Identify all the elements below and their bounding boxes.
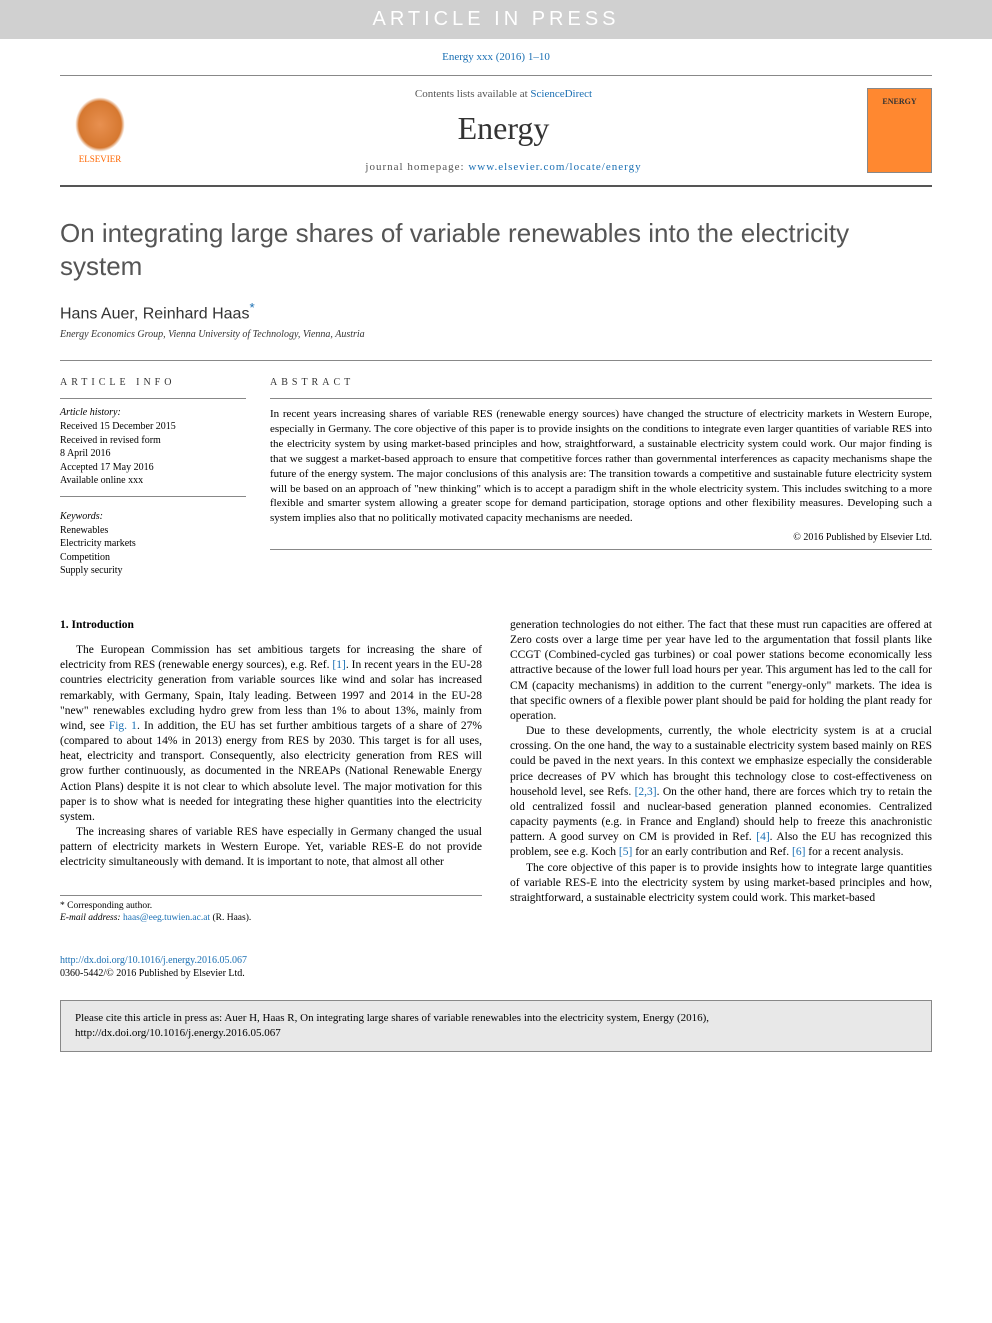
copyright: © 2016 Published by Elsevier Ltd. <box>270 532 932 543</box>
article-title: On integrating large shares of variable … <box>60 217 932 282</box>
section-heading-intro: 1. Introduction <box>60 618 482 633</box>
history-item: Accepted 17 May 2016 <box>60 461 246 475</box>
article-in-press-banner: ARTICLE IN PRESS <box>0 0 992 39</box>
figure-link[interactable]: Fig. 1 <box>109 720 137 732</box>
body-column-left: 1. Introduction The European Commission … <box>60 618 482 924</box>
journal-name: Energy <box>140 110 867 147</box>
ref-link[interactable]: [5] <box>619 846 632 858</box>
body-paragraph: Due to these developments, currently, th… <box>510 724 932 861</box>
authors: Hans Auer, Reinhard Haas <box>60 305 249 322</box>
history-item: Received in revised form <box>60 434 246 448</box>
main-content: On integrating large shares of variable … <box>0 187 992 944</box>
divider <box>60 496 246 497</box>
affiliation: Energy Economics Group, Vienna Universit… <box>60 329 932 340</box>
article-info-heading: ARTICLE INFO <box>60 377 246 388</box>
keyword: Renewables <box>60 524 246 538</box>
corresponding-mark: * <box>249 300 254 315</box>
sciencedirect-link[interactable]: ScienceDirect <box>530 88 592 100</box>
footnote-area: * Corresponding author. E-mail address: … <box>60 895 482 925</box>
ref-link[interactable]: [1] <box>332 659 345 671</box>
authors-line: Hans Auer, Reinhard Haas* <box>60 300 932 323</box>
doi-link[interactable]: http://dx.doi.org/10.1016/j.energy.2016.… <box>60 955 247 966</box>
keyword: Supply security <box>60 564 246 578</box>
ref-link[interactable]: [2,3] <box>635 786 657 798</box>
body-paragraph: The core objective of this paper is to p… <box>510 861 932 907</box>
history-item: 8 April 2016 <box>60 447 246 461</box>
history-item: Available online xxx <box>60 474 246 488</box>
keywords-label: Keywords: <box>60 511 246 522</box>
history-label: Article history: <box>60 407 246 418</box>
history-item: Received 15 December 2015 <box>60 420 246 434</box>
author-email-link[interactable]: haas@eeg.tuwien.ac.at <box>123 913 210 923</box>
elsevier-tree-icon <box>75 97 125 152</box>
journal-homepage-link[interactable]: www.elsevier.com/locate/energy <box>468 161 641 173</box>
ref-link[interactable]: [4] <box>756 831 769 843</box>
publisher-name: ELSEVIER <box>60 154 140 164</box>
body-paragraph: The European Commission has set ambitiou… <box>60 643 482 825</box>
divider <box>270 549 932 550</box>
top-citation: Energy xxx (2016) 1–10 <box>0 39 992 75</box>
divider <box>60 398 246 399</box>
email-line: E-mail address: haas@eeg.tuwien.ac.at (R… <box>60 912 482 924</box>
corresponding-author-note: * Corresponding author. <box>60 900 482 912</box>
article-info-column: ARTICLE INFO Article history: Received 1… <box>60 377 270 578</box>
journal-cover-thumb[interactable]: ENERGY <box>867 88 932 173</box>
doi-block: http://dx.doi.org/10.1016/j.energy.2016.… <box>60 954 932 980</box>
banner-text: ARTICLE IN PRESS <box>372 8 619 30</box>
body-paragraph: generation technologies do not either. T… <box>510 618 932 724</box>
cover-label: ENERGY <box>868 97 931 106</box>
body-columns: 1. Introduction The European Commission … <box>60 618 932 924</box>
header-center: Contents lists available at ScienceDirec… <box>140 88 867 173</box>
abstract-column: ABSTRACT In recent years increasing shar… <box>270 377 932 578</box>
abstract-heading: ABSTRACT <box>270 377 932 388</box>
issn-copyright: 0360-5442/© 2016 Published by Elsevier L… <box>60 968 245 979</box>
journal-homepage-line: journal homepage: www.elsevier.com/locat… <box>140 161 867 173</box>
ref-link[interactable]: [6] <box>792 846 805 858</box>
contents-line: Contents lists available at ScienceDirec… <box>140 88 867 100</box>
journal-header: ELSEVIER Contents lists available at Sci… <box>60 75 932 187</box>
elsevier-logo[interactable]: ELSEVIER <box>60 97 140 164</box>
please-cite-box: Please cite this article in press as: Au… <box>60 1000 932 1052</box>
keyword: Competition <box>60 551 246 565</box>
info-abstract-row: ARTICLE INFO Article history: Received 1… <box>60 360 932 578</box>
body-paragraph: The increasing shares of variable RES ha… <box>60 825 482 871</box>
keyword: Electricity markets <box>60 537 246 551</box>
abstract-text: In recent years increasing shares of var… <box>270 398 932 526</box>
body-column-right: generation technologies do not either. T… <box>510 618 932 924</box>
